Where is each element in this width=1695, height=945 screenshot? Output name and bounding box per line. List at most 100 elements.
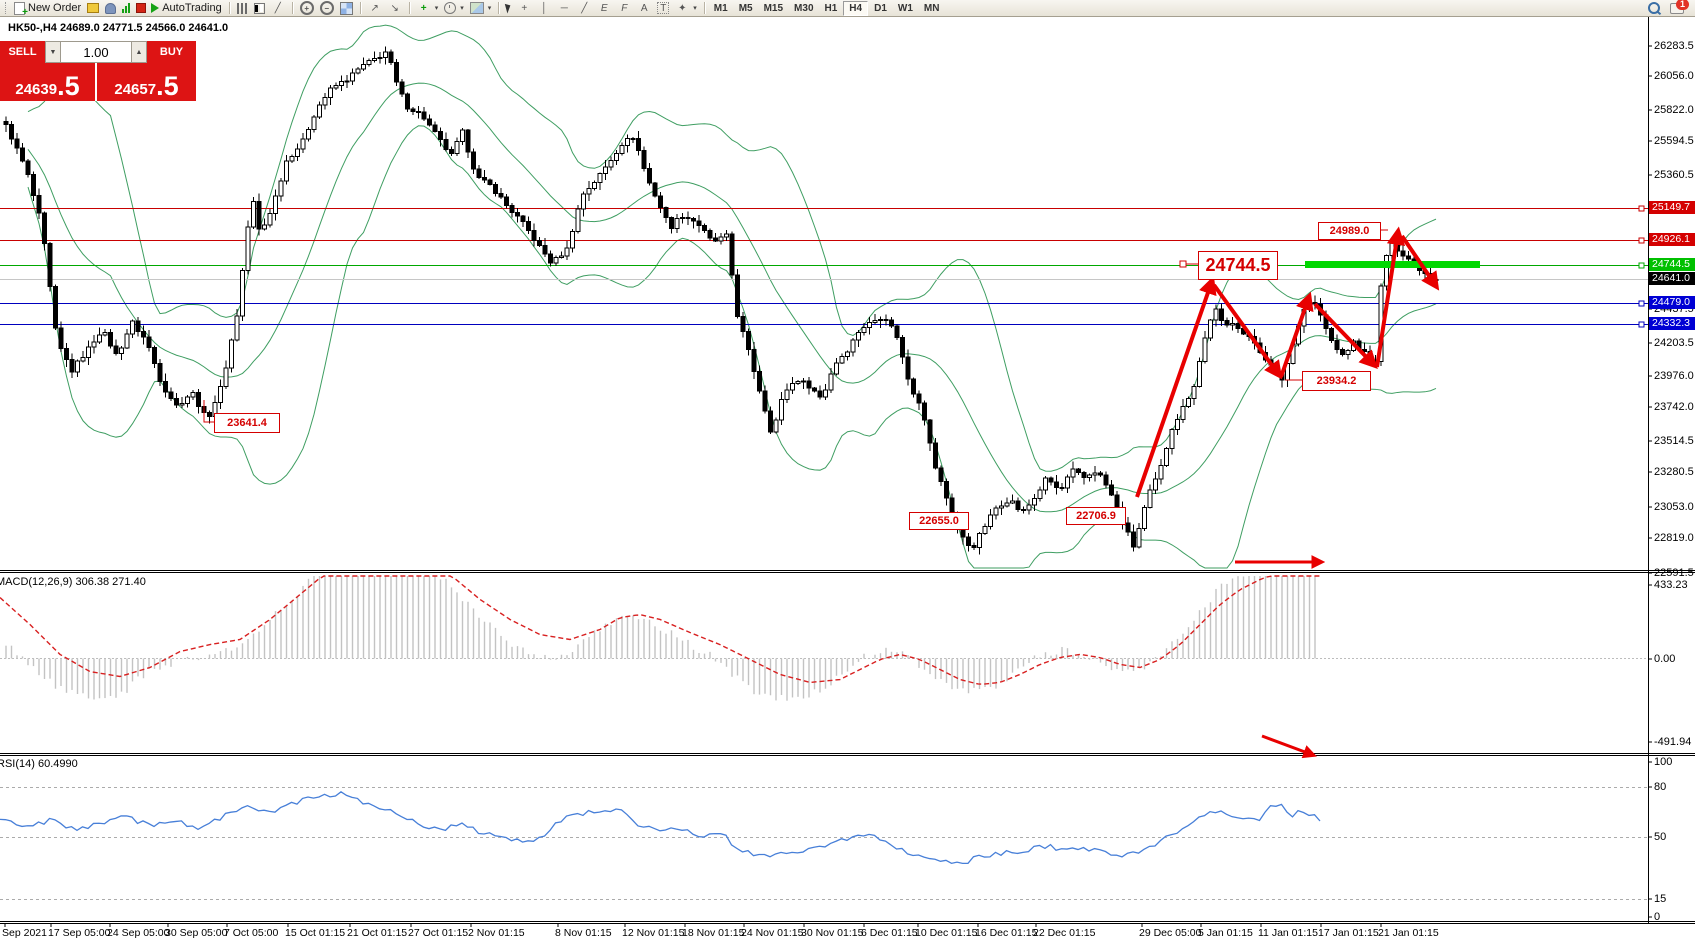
autotrading-label: AutoTrading [162,2,222,14]
zoom-out-button[interactable]: − [317,1,337,16]
crosshair-tool[interactable]: + [514,1,534,16]
text-tool[interactable]: A [634,1,654,16]
price-axis-tick: 23280.5 [1654,466,1694,478]
timeframe-button-w1[interactable]: W1 [897,2,913,14]
gold-instrument-button[interactable] [84,1,102,16]
search-icon[interactable] [1648,2,1660,14]
text-icon: A [640,2,648,14]
volume-input[interactable] [61,41,131,63]
macd-label: MACD(12,26,9) 306.38 271.40 [0,576,146,588]
price-axis-tick: 26283.5 [1654,40,1694,52]
price-level-badge: 24332.3 [1649,317,1695,330]
cursor-icon [505,2,513,14]
price-axis-tick: 26056.0 [1654,70,1694,82]
date-axis-label: 27 Oct 01:15 [408,927,469,939]
timeframe-button-h1[interactable]: H1 [824,2,838,14]
price-level-badge: 24744.5 [1649,258,1695,271]
timeframe-button-m15[interactable]: M15 [763,2,784,14]
price-annotation-label: 24744.5 [1198,251,1278,280]
price-axis-tick: 22591.5 [1654,567,1694,579]
date-axis-label: Sep 2021 [2,927,47,939]
periods-button[interactable]: ▾ [441,1,467,16]
date-axis-label: 15 Oct 01:15 [285,927,346,939]
notifications-icon[interactable]: 1 [1670,0,1689,14]
annotation-arrows-layer [203,226,1440,759]
volume-decrease-button[interactable]: ▼ [45,41,61,63]
auto-scroll-button[interactable]: ↗ [365,1,385,16]
macd-axis-tick: 0.00 [1654,653,1676,665]
date-axis-label: 10 Dec 01:15 [915,927,978,939]
autotrading-play-icon [151,3,160,13]
rsi-axis-tick: 80 [1654,781,1667,793]
signal-button[interactable] [119,1,133,16]
autotrading-button[interactable]: AutoTrading [133,1,225,16]
buy-price-fraction: .5 [156,71,179,101]
price-annotation-label: 22655.0 [909,512,969,530]
chevron-down-icon: ▾ [460,5,464,12]
tile-windows-button[interactable] [337,1,356,16]
price-level-badge: 24641.0 [1649,272,1695,285]
buy-price[interactable]: 24657 .5 [97,63,196,101]
tile-windows-icon [339,1,353,15]
sell-price[interactable]: 24639 .5 [0,63,95,101]
timeframe-button-m1[interactable]: M1 [713,2,728,14]
profile-button[interactable] [102,1,119,16]
timeframe-button-d1[interactable]: D1 [874,2,887,14]
text-label-icon: T [657,2,670,14]
chart-bars-button[interactable] [234,1,251,16]
chart-line-button[interactable]: ╱ [268,1,288,16]
channel-tool[interactable]: E [594,1,614,16]
sell-button[interactable]: SELL [0,41,45,63]
auto-scroll-icon: ↗ [370,2,379,14]
zoom-in-button[interactable]: + [297,1,317,16]
axes-layer [0,17,1695,927]
label-tool[interactable]: T [654,1,672,16]
clock-icon [444,2,457,14]
trendline-tool[interactable]: ╱ [574,1,594,16]
candlestick-icon [253,2,265,14]
price-axis-tick: 23053.0 [1654,501,1694,513]
timeframe-button-mn[interactable]: MN [923,2,940,14]
toolbar-grip [5,2,9,14]
date-axis-label: 7 Oct 05:00 [224,927,279,939]
candlestick-layer [3,46,1439,555]
cursor-tool[interactable] [503,1,514,16]
add-indicator-button[interactable]: + ▾ [414,1,442,16]
shapes-icon: ✦ [678,2,687,14]
add-indicator-icon: + [420,2,427,14]
zoom-out-icon: − [319,1,334,15]
new-order-button[interactable]: New Order [11,1,84,18]
price-axis-tick: 23742.0 [1654,401,1694,413]
price-axis-tick: 22819.0 [1654,532,1694,544]
shapes-tool[interactable]: ✦ ▾ [672,1,700,16]
chart-candles-button[interactable] [251,1,268,16]
timeframe-button-m5[interactable]: M5 [738,2,753,14]
date-axis-label: 16 Dec 01:15 [975,927,1038,939]
price-axis-tick: 25822.0 [1654,104,1694,116]
date-axis-label: 6 Dec 01:15 [861,927,918,939]
timeframe-button-m30[interactable]: M30 [794,2,814,14]
horizontal-line-icon: ─ [560,2,568,14]
timeframe-button-h4[interactable]: H4 [843,0,869,16]
fibonacci-tool[interactable]: F [614,1,634,16]
volume-increase-button[interactable]: ▲ [131,41,147,63]
toolbar-right-icons: 1 [1648,0,1692,14]
date-axis-label: 24 Nov 01:15 [741,927,804,939]
signal-icon [122,3,131,13]
bar-chart-icon [236,2,248,14]
profile-icon [105,2,117,14]
new-order-icon [14,1,28,18]
chevron-down-icon: ▾ [693,5,697,12]
templates-button[interactable]: ▾ [467,1,495,16]
hline-tool[interactable]: ─ [554,1,574,16]
buy-button[interactable]: BUY [147,41,196,63]
chart-shift-button[interactable]: ↘ [385,1,405,16]
notification-badge: 1 [1676,0,1689,10]
date-axis-label: 24 Sep 05:00 [107,927,170,939]
vline-tool[interactable]: │ [534,1,554,16]
separator [408,2,410,14]
date-axis-label: 11 Jan 01:15 [1258,927,1318,939]
sell-price-main: 24639 [15,81,58,98]
channel-icon: E [600,2,608,14]
